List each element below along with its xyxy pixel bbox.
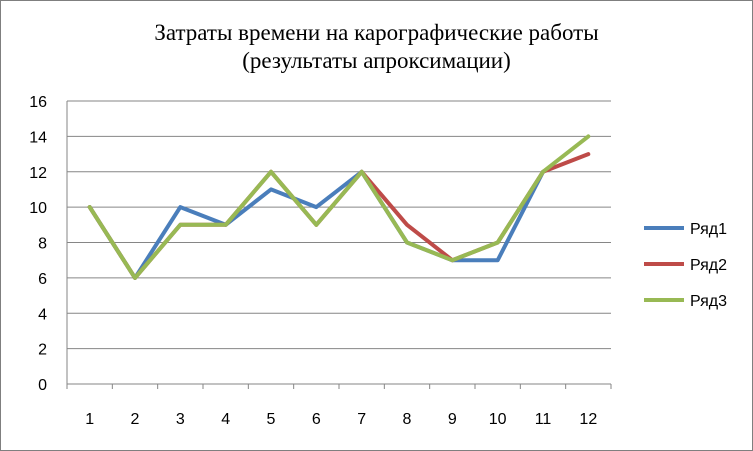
x-tick-label: 8	[403, 411, 412, 428]
y-tick-label: 10	[29, 200, 47, 217]
x-tick-label: 2	[131, 411, 140, 428]
legend-label-1: Ряд1	[690, 221, 727, 238]
y-tick-label: 4	[38, 306, 47, 323]
series-line-3	[87, 134, 591, 280]
y-tick-label: 2	[38, 342, 47, 359]
x-tick-label: 5	[267, 411, 276, 428]
chart-subtitle: (результаты апроксимации)	[242, 48, 511, 73]
x-tick-label: 10	[489, 411, 507, 428]
x-tick-label: 1	[85, 411, 94, 428]
chart-title-line1: Затраты времени на карографические работ…	[154, 20, 599, 45]
y-tick-label: 12	[29, 165, 47, 182]
y-tick-label: 0	[38, 377, 47, 394]
x-tick-label: 9	[448, 411, 457, 428]
legend-label-3: Ряд3	[690, 293, 727, 310]
chart-title: Затраты времени на карографические работ…	[1, 19, 752, 75]
x-tick-label: 4	[221, 411, 230, 428]
x-tick-label: 12	[579, 411, 597, 428]
y-tick-label: 14	[29, 129, 47, 146]
x-tick-label: 11	[535, 411, 552, 428]
y-tick-label: 16	[29, 94, 47, 111]
legend-label-2: Ряд2	[690, 257, 727, 274]
x-tick-label: 6	[312, 411, 321, 428]
x-tick-label: 3	[176, 411, 185, 428]
series-line-1	[87, 169, 545, 280]
y-tick-label: 8	[38, 236, 47, 253]
y-tick-label: 6	[38, 271, 47, 288]
x-tick-label: 7	[357, 411, 366, 428]
